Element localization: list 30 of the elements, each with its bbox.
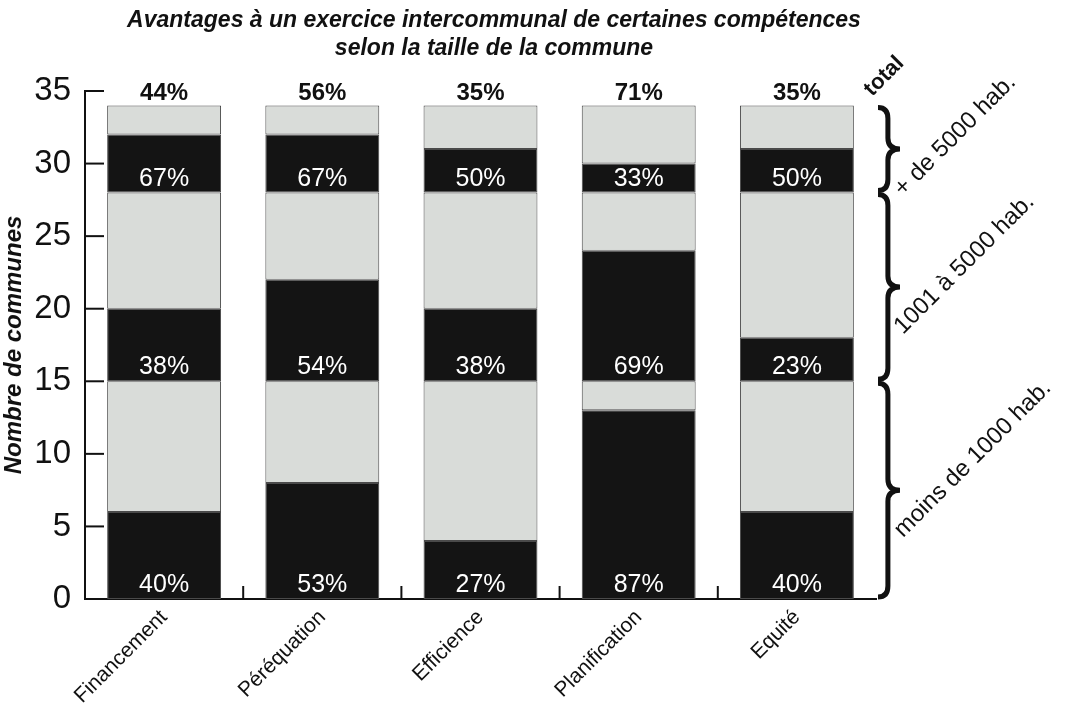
annotation: 23%: [771, 351, 822, 380]
y-axis-title: Nombre de communes: [0, 215, 27, 475]
y-tick-label: 15: [34, 360, 71, 398]
y-tick-label: 20: [34, 287, 71, 325]
annotation: 38%: [139, 351, 190, 380]
annotation: 71%: [614, 77, 663, 105]
annotation: 67%: [139, 162, 190, 191]
annotation: 54%: [297, 351, 348, 380]
annotation: 56%: [298, 77, 347, 105]
y-tick-label: 10: [34, 432, 71, 470]
chart-title: Avantages à un exercice intercommunal de certaines compétences selon la taille de la commune: [127, 6, 861, 60]
annotation: 50%: [771, 162, 822, 191]
annotation: 35%: [456, 77, 505, 105]
annotation: 87%: [613, 569, 664, 597]
y-tick-label: 25: [34, 215, 71, 253]
annotation: 40%: [771, 569, 822, 597]
annotation: 38%: [455, 351, 506, 380]
annotation: 44%: [140, 77, 189, 105]
annotation: 67%: [297, 162, 348, 191]
annotation: 33%: [613, 162, 664, 191]
annotation: 53%: [297, 569, 348, 597]
annotation: 69%: [613, 351, 664, 380]
annotation: 27%: [455, 569, 506, 597]
annotation: 35%: [772, 77, 821, 105]
y-tick-label: 0: [52, 578, 71, 616]
y-tick-label: 35: [34, 70, 71, 108]
y-tick-label: 5: [52, 505, 71, 543]
annotation: 50%: [455, 162, 506, 191]
annotation: 40%: [139, 569, 190, 597]
y-tick-label: 30: [34, 142, 71, 180]
